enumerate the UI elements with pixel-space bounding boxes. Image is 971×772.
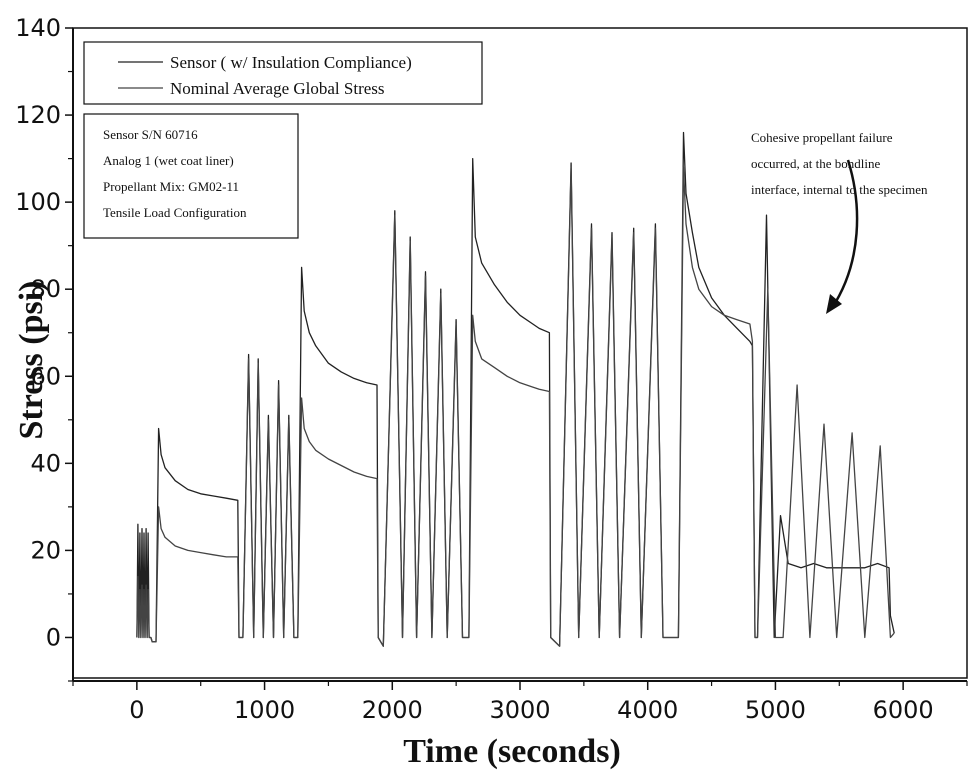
info-line-load: Tensile Load Configuration — [103, 205, 247, 220]
annotation-arrow-shaft — [830, 159, 859, 309]
y-axis-title: Stress (psi) — [13, 281, 50, 440]
legend-box — [83, 41, 483, 105]
x-tick-label: 6000 — [873, 696, 934, 724]
y-tick-label: 0 — [46, 623, 61, 651]
x-axis-title: Time (seconds) — [403, 733, 621, 770]
x-tick-label: 0 — [129, 696, 144, 724]
y-tick-label: 100 — [15, 188, 61, 216]
info-line-propellant: Propellant Mix: GM02-11 — [103, 179, 239, 194]
legend-label-nominal: Nominal Average Global Stress — [170, 79, 385, 98]
y-tick-label: 140 — [15, 14, 61, 42]
info-box: Sensor S/N 60716 Analog 1 (wet coat line… — [83, 113, 299, 239]
series-line-sensor — [136, 131, 895, 647]
annotation-line-2: occurred, at the bondline — [751, 156, 880, 171]
info-line-serial: Sensor S/N 60716 — [103, 127, 198, 142]
y-tick-label: 40 — [30, 449, 61, 477]
x-tick-label: 2000 — [362, 696, 423, 724]
legend-label-sensor: Sensor ( w/ Insulation Compliance) — [170, 53, 412, 72]
x-tick-label: 3000 — [489, 696, 550, 724]
y-tick-label: 80 — [30, 275, 61, 303]
annotation-line-3: interface, internal to the specimen — [751, 182, 928, 197]
x-tick-label: 4000 — [617, 696, 678, 724]
y-tick-label: 120 — [15, 101, 61, 129]
x-tick-label: 1000 — [234, 696, 295, 724]
y-tick-label: 60 — [30, 362, 61, 390]
annotation-arrow-head — [826, 294, 842, 314]
series-line-nominal-stress — [136, 166, 895, 647]
x-tick-label: 5000 — [745, 696, 806, 724]
info-box-frame — [83, 113, 299, 239]
legend: Sensor ( w/ Insulation Compliance) Nomin… — [83, 41, 483, 105]
info-line-analog: Analog 1 (wet coat liner) — [103, 153, 234, 168]
failure-annotation: Cohesive propellant failure occurred, at… — [751, 130, 928, 314]
y-tick-label: 20 — [30, 536, 61, 564]
series-layer — [136, 131, 895, 647]
annotation-line-1: Cohesive propellant failure — [751, 130, 893, 145]
x-axis-ticks: 0 1000 2000 3000 4000 5000 6000 — [72, 681, 968, 724]
y-axis-ticks: 0 20 40 60 80 100 120 140 — [15, 14, 73, 682]
